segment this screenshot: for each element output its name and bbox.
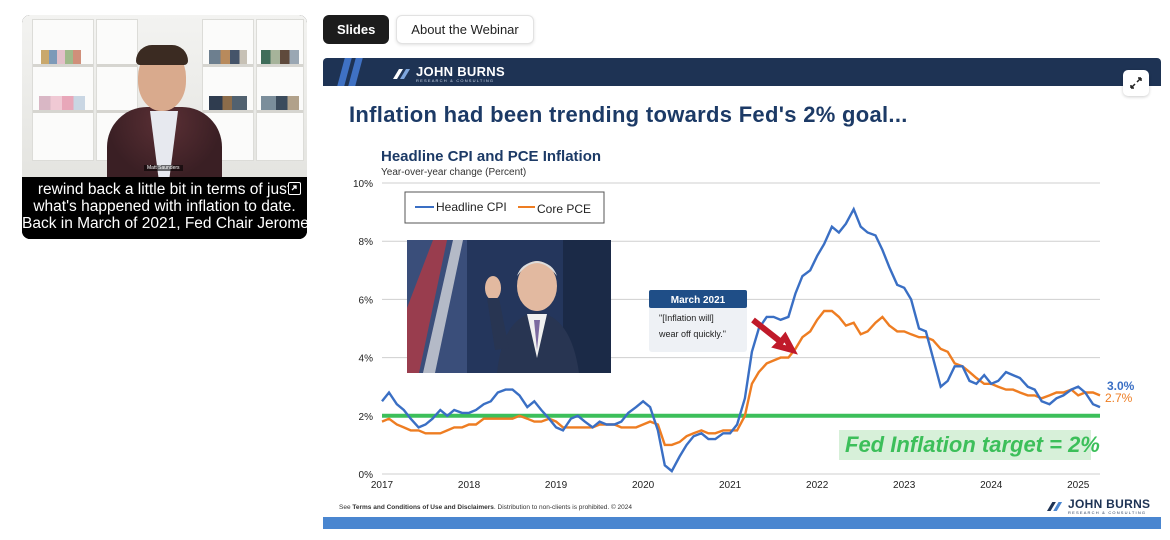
bookshelf — [256, 19, 304, 161]
march-2021-callout: March 2021 "[Inflation will] wear off qu… — [649, 290, 747, 352]
tab-bar: Slides About the Webinar — [323, 15, 534, 44]
y-tick-label: 4% — [359, 354, 374, 365]
chart-title: Headline CPI and PCE Inflation — [381, 148, 602, 165]
x-tick-label: 2025 — [1067, 480, 1090, 491]
callout-title: March 2021 — [671, 295, 726, 306]
video-player[interactable]: Matt Saunders rewind back a little bit i… — [22, 15, 307, 239]
target-label: Fed Inflation target = 2% — [845, 432, 1100, 457]
legend-core-pce: Core PCE — [537, 202, 591, 216]
bookshelf — [32, 19, 94, 161]
footer-disclaimer: See Terms and Conditions of Use and Disc… — [339, 504, 633, 511]
slide-bottom-bar — [323, 517, 1161, 529]
logo-subtext: RESEARCH & CONSULTING — [416, 78, 495, 83]
tab-about-the-webinar[interactable]: About the Webinar — [396, 15, 534, 44]
x-tick-label: 2017 — [371, 480, 394, 491]
tab-slides[interactable]: Slides — [323, 15, 390, 44]
logo-mark-icon — [1047, 502, 1063, 511]
slide-header: JOHN BURNS RESEARCH & CONSULTING — [323, 58, 1161, 86]
x-tick-label: 2018 — [458, 480, 481, 491]
x-axis: 2017 2018 2019 2020 2021 2022 2023 2024 2025 — [371, 480, 1090, 491]
popout-icon[interactable] — [288, 182, 301, 195]
end-label-pce: 2.7% — [1105, 391, 1133, 405]
target-label-box — [839, 430, 1091, 460]
end-label-cpi: 3.0% — [1107, 379, 1135, 393]
chart-subtitle: Year-over-year change (Percent) — [381, 167, 527, 178]
closed-caption: rewind back a little bit in terms of jus… — [22, 177, 307, 239]
x-tick-label: 2020 — [632, 480, 655, 491]
header-logo: JOHN BURNS RESEARCH & CONSULTING — [393, 65, 505, 83]
logo-text: JOHN BURNS — [1068, 497, 1151, 511]
video-frame[interactable]: Matt Saunders — [22, 15, 307, 179]
x-tick-label: 2021 — [719, 480, 742, 491]
caption-line: what's happened with inflation to date. — [33, 198, 296, 215]
logo-mark-icon — [393, 69, 410, 79]
legend-headline-cpi: Headline CPI — [436, 200, 507, 214]
terms-link[interactable]: Terms — [352, 504, 372, 511]
y-tick-label: 8% — [359, 237, 374, 248]
y-axis: 0% 2% 4% 6% 8% 10% — [353, 179, 373, 481]
x-tick-label: 2019 — [545, 480, 568, 491]
expand-button[interactable] — [1123, 70, 1149, 96]
caption-line: rewind back a little bit in terms of jus… — [37, 181, 292, 198]
presenter-name-tag: Matt Saunders — [144, 165, 183, 171]
callout-quote-line: wear off quickly." — [658, 329, 726, 339]
x-tick-label: 2024 — [980, 480, 1003, 491]
series-headline-cpi — [381, 206, 1101, 473]
slide-viewer: JOHN BURNS RESEARCH & CONSULTING Inflati… — [323, 58, 1161, 529]
expand-icon — [1130, 77, 1142, 89]
x-tick-label: 2023 — [893, 480, 916, 491]
callout-arrow-icon — [751, 317, 798, 355]
y-tick-label: 10% — [353, 179, 373, 190]
y-tick-label: 0% — [359, 470, 374, 481]
inflation-chart: 0%2%4%6%8%10% 2017 2018 2019 2020 2021 2022 20… — [353, 179, 1135, 491]
footer-logo: JOHN BURNS RESEARCH & CONSULTING — [1047, 498, 1150, 515]
y-tick-label: 6% — [359, 295, 374, 306]
caption-line: Back in March of 2021, Fed Chair Jerome — [22, 215, 307, 232]
logo-text: JOHN BURNS — [416, 64, 505, 79]
x-tick-label: 2022 — [806, 480, 829, 491]
powell-photo — [407, 240, 611, 373]
y-tick-label: 2% — [359, 412, 374, 423]
slide-title: Inflation had been trending towards Fed'… — [349, 102, 908, 127]
conditions-link[interactable]: Conditions of Use and Disclaimers — [386, 504, 494, 511]
chart-legend: Headline CPI Core PCE — [404, 191, 605, 224]
callout-quote-line: "[Inflation will] — [659, 313, 714, 323]
presenter-hair — [136, 45, 188, 65]
logo-subtext: RESEARCH & CONSULTING — [1068, 510, 1147, 515]
